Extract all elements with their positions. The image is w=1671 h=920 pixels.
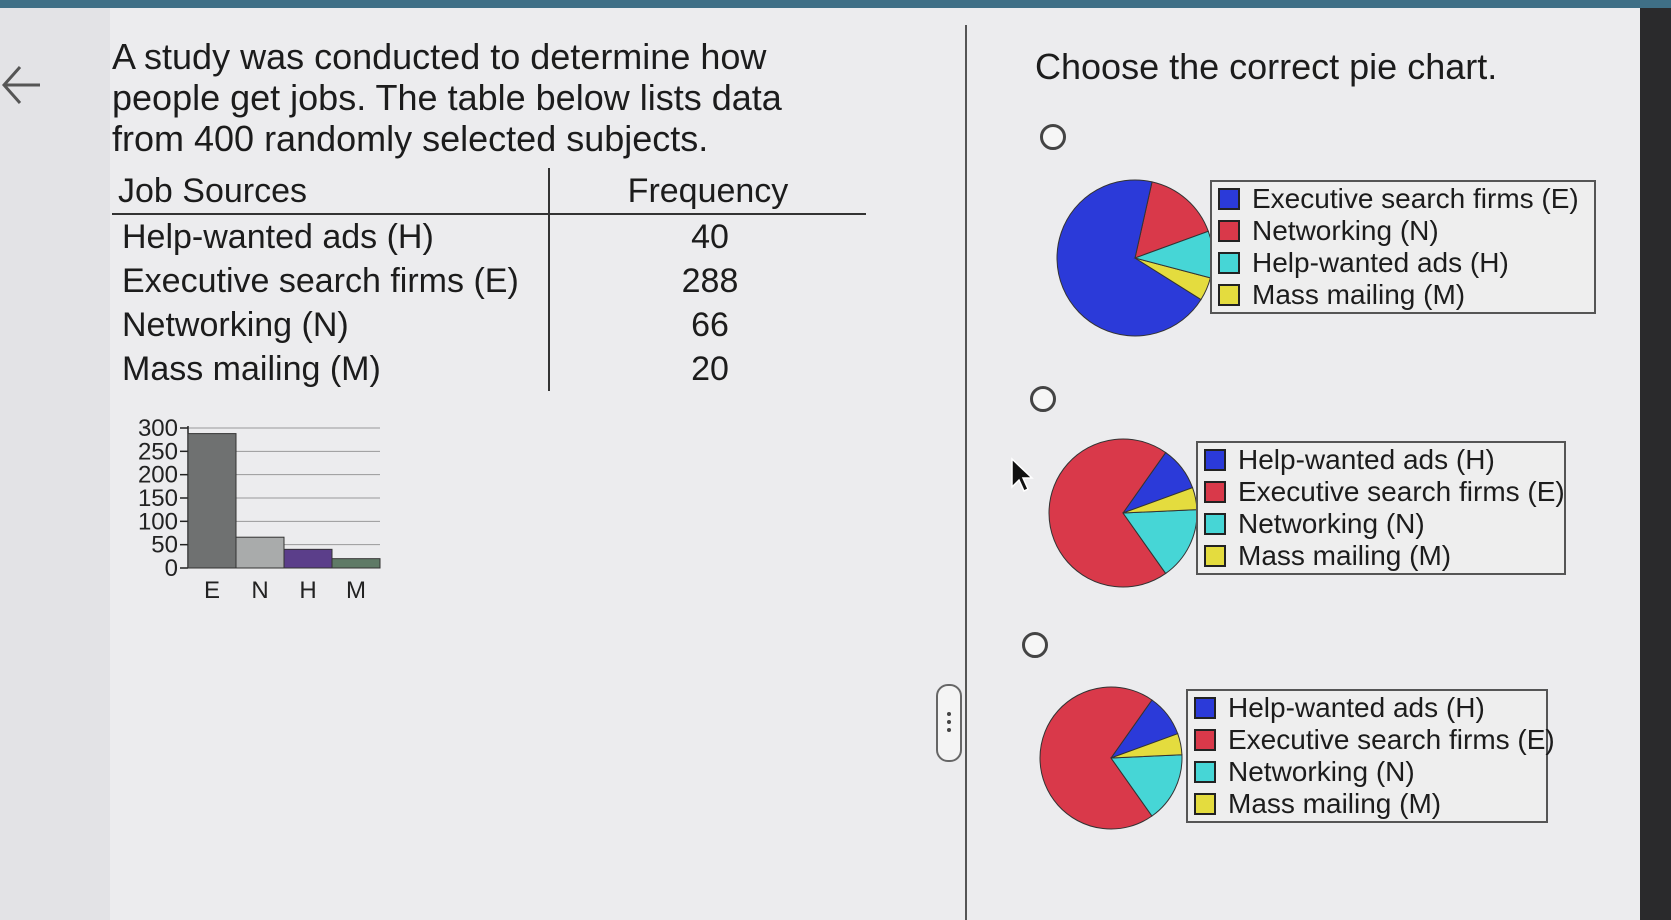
option-radio-2[interactable] xyxy=(1030,386,1056,412)
legend-item: Mass mailing (M) xyxy=(1194,788,1540,820)
legend-swatch xyxy=(1218,220,1240,242)
mouse-pointer-icon xyxy=(1011,457,1034,493)
legend-item: Help-wanted ads (H) xyxy=(1194,692,1540,724)
pie-slice xyxy=(1110,754,1183,817)
y-tick-label: 250 xyxy=(138,438,178,465)
legend-swatch xyxy=(1218,252,1240,274)
legend-label: Mass mailing (M) xyxy=(1228,788,1442,819)
right-edge-bezel xyxy=(1640,8,1671,920)
y-tick-label: 0 xyxy=(165,555,178,582)
legend-label: Executive search firms (E) xyxy=(1252,183,1579,214)
top-accent-bar xyxy=(0,0,1671,8)
table-cell-frequency: 40 xyxy=(548,214,866,259)
header-frequency: Frequency xyxy=(548,168,866,215)
x-tick-label: H xyxy=(299,577,316,604)
legend-label: Networking (N) xyxy=(1238,508,1425,539)
legend-label: Executive search firms (E) xyxy=(1238,476,1565,507)
legend-swatch xyxy=(1194,697,1216,719)
y-tick-label: 300 xyxy=(138,418,178,442)
bar-E xyxy=(187,433,237,569)
legend-item: Mass mailing (M) xyxy=(1218,279,1588,311)
table-row: Executive search firms (E) 288 xyxy=(112,259,866,303)
answer-prompt: Choose the correct pie chart. xyxy=(1035,46,1498,87)
panel-divider xyxy=(965,25,967,920)
pie-slice xyxy=(1048,438,1167,588)
bar-N xyxy=(235,536,285,569)
drag-handle-icon[interactable] xyxy=(936,684,962,762)
legend-item: Executive search firms (E) xyxy=(1194,724,1555,756)
legend-label: Help-wanted ads (H) xyxy=(1238,444,1495,475)
legend-item: Networking (N) xyxy=(1204,508,1558,540)
legend-item: Executive search firms (E) xyxy=(1218,183,1588,215)
table-cell-source: Networking (N) xyxy=(122,305,349,344)
legend-swatch xyxy=(1194,793,1216,815)
legend-swatch xyxy=(1204,545,1226,567)
pie-legend-option-1: Executive search firms (E) Networking (N)… xyxy=(1210,180,1596,314)
table-cell-source: Help-wanted ads (H) xyxy=(122,217,434,256)
legend-item: Help-wanted ads (H) xyxy=(1218,247,1588,279)
y-tick-label: 200 xyxy=(138,462,178,489)
pie-slice xyxy=(1039,686,1153,830)
legend-label: Help-wanted ads (H) xyxy=(1228,692,1485,723)
x-tick-label: E xyxy=(204,577,220,604)
pie-slice xyxy=(1056,179,1202,337)
table-cell-frequency: 20 xyxy=(548,347,866,391)
legend-label: Help-wanted ads (H) xyxy=(1252,247,1509,278)
legend-item: Networking (N) xyxy=(1218,215,1588,247)
bar-M xyxy=(331,558,381,569)
table-cell-frequency: 66 xyxy=(548,303,866,347)
legend-item: Executive search firms (E) xyxy=(1204,476,1565,508)
back-arrow-icon[interactable] xyxy=(0,55,42,115)
table-cell-source: Executive search firms (E) xyxy=(122,261,519,300)
table-row: Networking (N) 66 xyxy=(112,303,866,347)
legend-item: Networking (N) xyxy=(1194,756,1540,788)
table-row: Mass mailing (M) 20 xyxy=(112,347,866,391)
job-sources-table: Job Sources Frequency Help-wanted ads (H… xyxy=(112,168,866,391)
pie-chart-option-3 xyxy=(1039,686,1183,830)
legend-label: Networking (N) xyxy=(1228,756,1415,787)
pie-legend-option-2: Help-wanted ads (H) Executive search firm… xyxy=(1196,441,1566,575)
legend-item: Help-wanted ads (H) xyxy=(1204,444,1558,476)
legend-swatch xyxy=(1194,761,1216,783)
legend-swatch xyxy=(1218,188,1240,210)
legend-item: Mass mailing (M) xyxy=(1204,540,1558,572)
pie-slice xyxy=(1110,733,1183,759)
header-job-sources: Job Sources xyxy=(112,168,549,215)
legend-label: Executive search firms (E) xyxy=(1228,724,1555,755)
table-row: Help-wanted ads (H) 40 xyxy=(112,214,866,259)
legend-swatch xyxy=(1204,481,1226,503)
x-tick-label: N xyxy=(251,577,268,604)
option-radio-3[interactable] xyxy=(1022,632,1048,658)
legend-swatch xyxy=(1218,284,1240,306)
legend-swatch xyxy=(1194,729,1216,751)
legend-swatch xyxy=(1204,513,1226,535)
table-header-row: Job Sources Frequency xyxy=(112,168,866,215)
option-radio-1[interactable] xyxy=(1040,124,1066,150)
left-margin xyxy=(0,8,110,920)
legend-swatch xyxy=(1204,449,1226,471)
pie-legend-option-3: Help-wanted ads (H) Executive search firm… xyxy=(1186,689,1555,823)
pie-chart-option-1 xyxy=(1056,179,1214,337)
table-cell-source: Mass mailing (M) xyxy=(122,349,381,388)
legend-label: Mass mailing (M) xyxy=(1238,540,1452,571)
question-text: A study was conducted to determine how p… xyxy=(112,36,782,159)
table-cell-frequency: 288 xyxy=(548,259,866,303)
y-tick-label: 100 xyxy=(138,508,178,535)
legend-label: Mass mailing (M) xyxy=(1252,279,1466,310)
legend-label: Networking (N) xyxy=(1252,215,1439,246)
y-tick-label: 50 xyxy=(151,532,178,559)
pie-chart-option-2 xyxy=(1048,438,1198,588)
y-tick-label: 150 xyxy=(138,485,178,512)
bar-H xyxy=(283,548,333,569)
x-tick-label: M xyxy=(346,577,366,604)
pie-slice xyxy=(1134,181,1209,259)
